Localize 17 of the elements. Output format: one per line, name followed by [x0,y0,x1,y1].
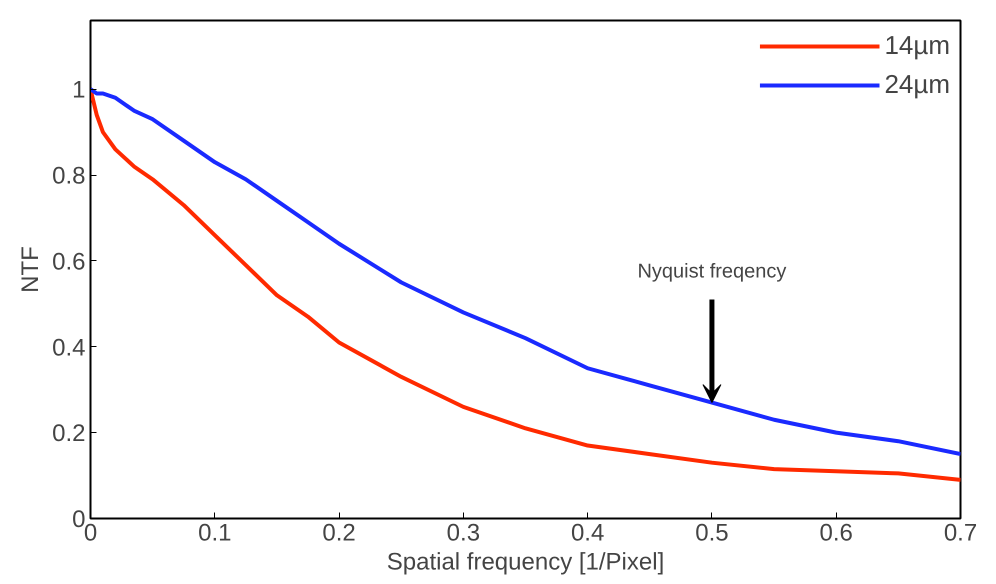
x-tick-label: 0.3 [446,520,480,546]
x-tick-label: 0.1 [198,520,232,546]
legend-label: 14µm [884,30,950,61]
y-tick-label: 0.6 [52,248,86,276]
annotation: Nyquist freqency [637,260,786,282]
x-tick-label: 0.4 [570,520,604,546]
legend-label: 24µm [884,69,950,100]
y-tick-label: 0.4 [52,334,86,362]
y-tick-label: 0.8 [52,162,86,190]
y-tick-label: 0.2 [52,420,86,448]
x-axis-title: Spatial frequency [1/Pixel] [386,548,664,576]
x-tick-label: 0.5 [695,520,729,546]
x-tick-label: 0.2 [322,520,356,546]
x-tick-label: 0.6 [820,520,853,546]
x-tick-label: 0.7 [944,520,978,546]
y-tick-label: 1 [72,76,86,104]
y-axis-title: NTF [17,246,44,293]
